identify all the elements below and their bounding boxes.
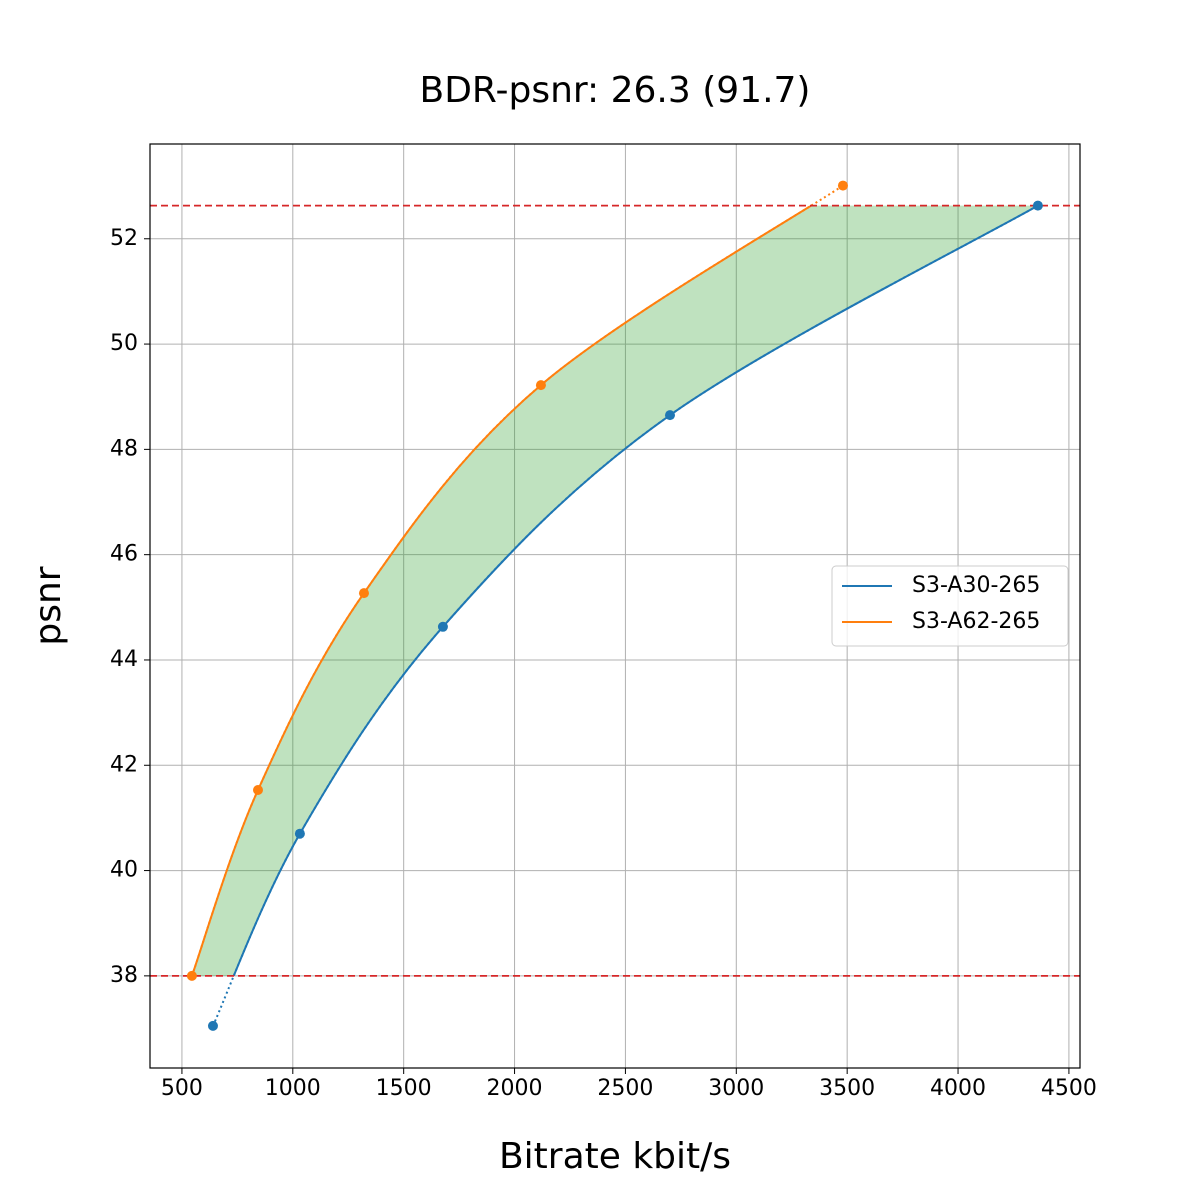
- data-point: [207, 1020, 218, 1031]
- x-tick-label: 2000: [487, 1076, 543, 1101]
- x-axis-label: Bitrate kbit/s: [499, 1136, 731, 1177]
- axes-frame: [149, 143, 1081, 1069]
- bd-area: [191, 205, 1038, 976]
- x-tick-label: 3000: [708, 1076, 764, 1101]
- data-point: [358, 588, 369, 599]
- y-tick-label: 40: [110, 858, 138, 883]
- data-point: [535, 380, 546, 391]
- data-point: [664, 410, 675, 421]
- y-tick-label: 52: [110, 226, 138, 251]
- y-tick-label: 42: [110, 752, 138, 777]
- plot-area: [150, 180, 1080, 1031]
- y-tick-label: 44: [110, 647, 138, 672]
- legend: S3-A30-265 S3-A62-265: [831, 565, 1069, 647]
- data-point: [186, 970, 197, 981]
- x-tick-label: 500: [161, 1076, 203, 1101]
- x-tick-label: 2500: [597, 1076, 653, 1101]
- y-axis-label: psnr: [28, 566, 69, 645]
- legend-label: S3-A30-265: [912, 573, 1040, 598]
- y-tick-label: 50: [110, 331, 138, 356]
- y-tick-label: 38: [110, 963, 138, 988]
- x-tick-label: 1500: [376, 1076, 432, 1101]
- y-tick-label: 48: [110, 436, 138, 461]
- ticks: 500 1000 1500 2000 2500 3000 3500 4000 4500 38 40 4…: [110, 226, 1097, 1101]
- series-line: [190, 205, 814, 976]
- x-tick-label: 4500: [1041, 1076, 1097, 1101]
- x-tick-label: 1000: [265, 1076, 321, 1101]
- x-tick-label: 3500: [819, 1076, 875, 1101]
- data-point: [294, 828, 305, 839]
- y-tick-label: 46: [110, 542, 138, 567]
- data-point: [837, 180, 848, 191]
- x-tick-label: 4000: [930, 1076, 986, 1101]
- data-point: [252, 785, 263, 796]
- chart-title: BDR-psnr: 26.3 (91.7): [420, 70, 811, 111]
- data-point: [437, 621, 448, 632]
- data-point: [1032, 200, 1043, 211]
- series-line: [232, 205, 1039, 976]
- legend-label: S3-A62-265: [912, 609, 1040, 634]
